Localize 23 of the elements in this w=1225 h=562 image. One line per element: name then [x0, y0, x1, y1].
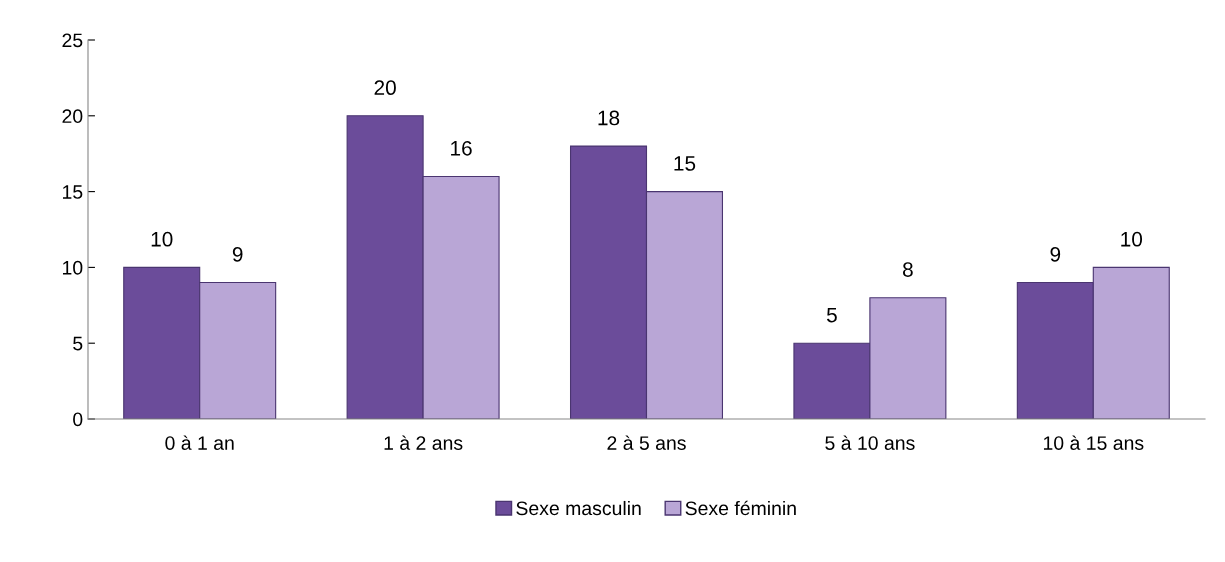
- x-tick-label: 10 à 15 ans: [1043, 435, 1144, 450]
- y-tick-label: 10: [63, 260, 83, 275]
- legend-label: Sexe féminin: [685, 500, 796, 516]
- y-tick-label: 25: [62, 33, 83, 48]
- data-label: 10: [151, 231, 173, 247]
- data-label: 20: [374, 80, 396, 96]
- x-tick-label: 1 à 2 ans: [384, 435, 463, 450]
- x-tick-label: 2 à 5 ans: [607, 435, 686, 450]
- y-tick-label: 0: [73, 412, 83, 427]
- data-label: 9: [1050, 247, 1061, 262]
- x-tick-label: 5 à 10 ans: [825, 435, 915, 450]
- data-label: 9: [232, 247, 243, 262]
- y-tick-label: 20: [62, 109, 83, 124]
- y-tick-label: 5: [73, 336, 83, 351]
- data-label: 10: [1121, 231, 1143, 247]
- data-label: 8: [902, 262, 913, 277]
- data-label: 16: [451, 140, 472, 156]
- data-label: 18: [598, 110, 620, 126]
- data-label: 15: [674, 156, 696, 171]
- data-label: 5: [826, 307, 837, 323]
- x-tick-label: 0 à 1 an: [165, 435, 234, 450]
- legend-label: Sexe masculin: [516, 500, 641, 516]
- y-tick-label: 15: [63, 185, 83, 199]
